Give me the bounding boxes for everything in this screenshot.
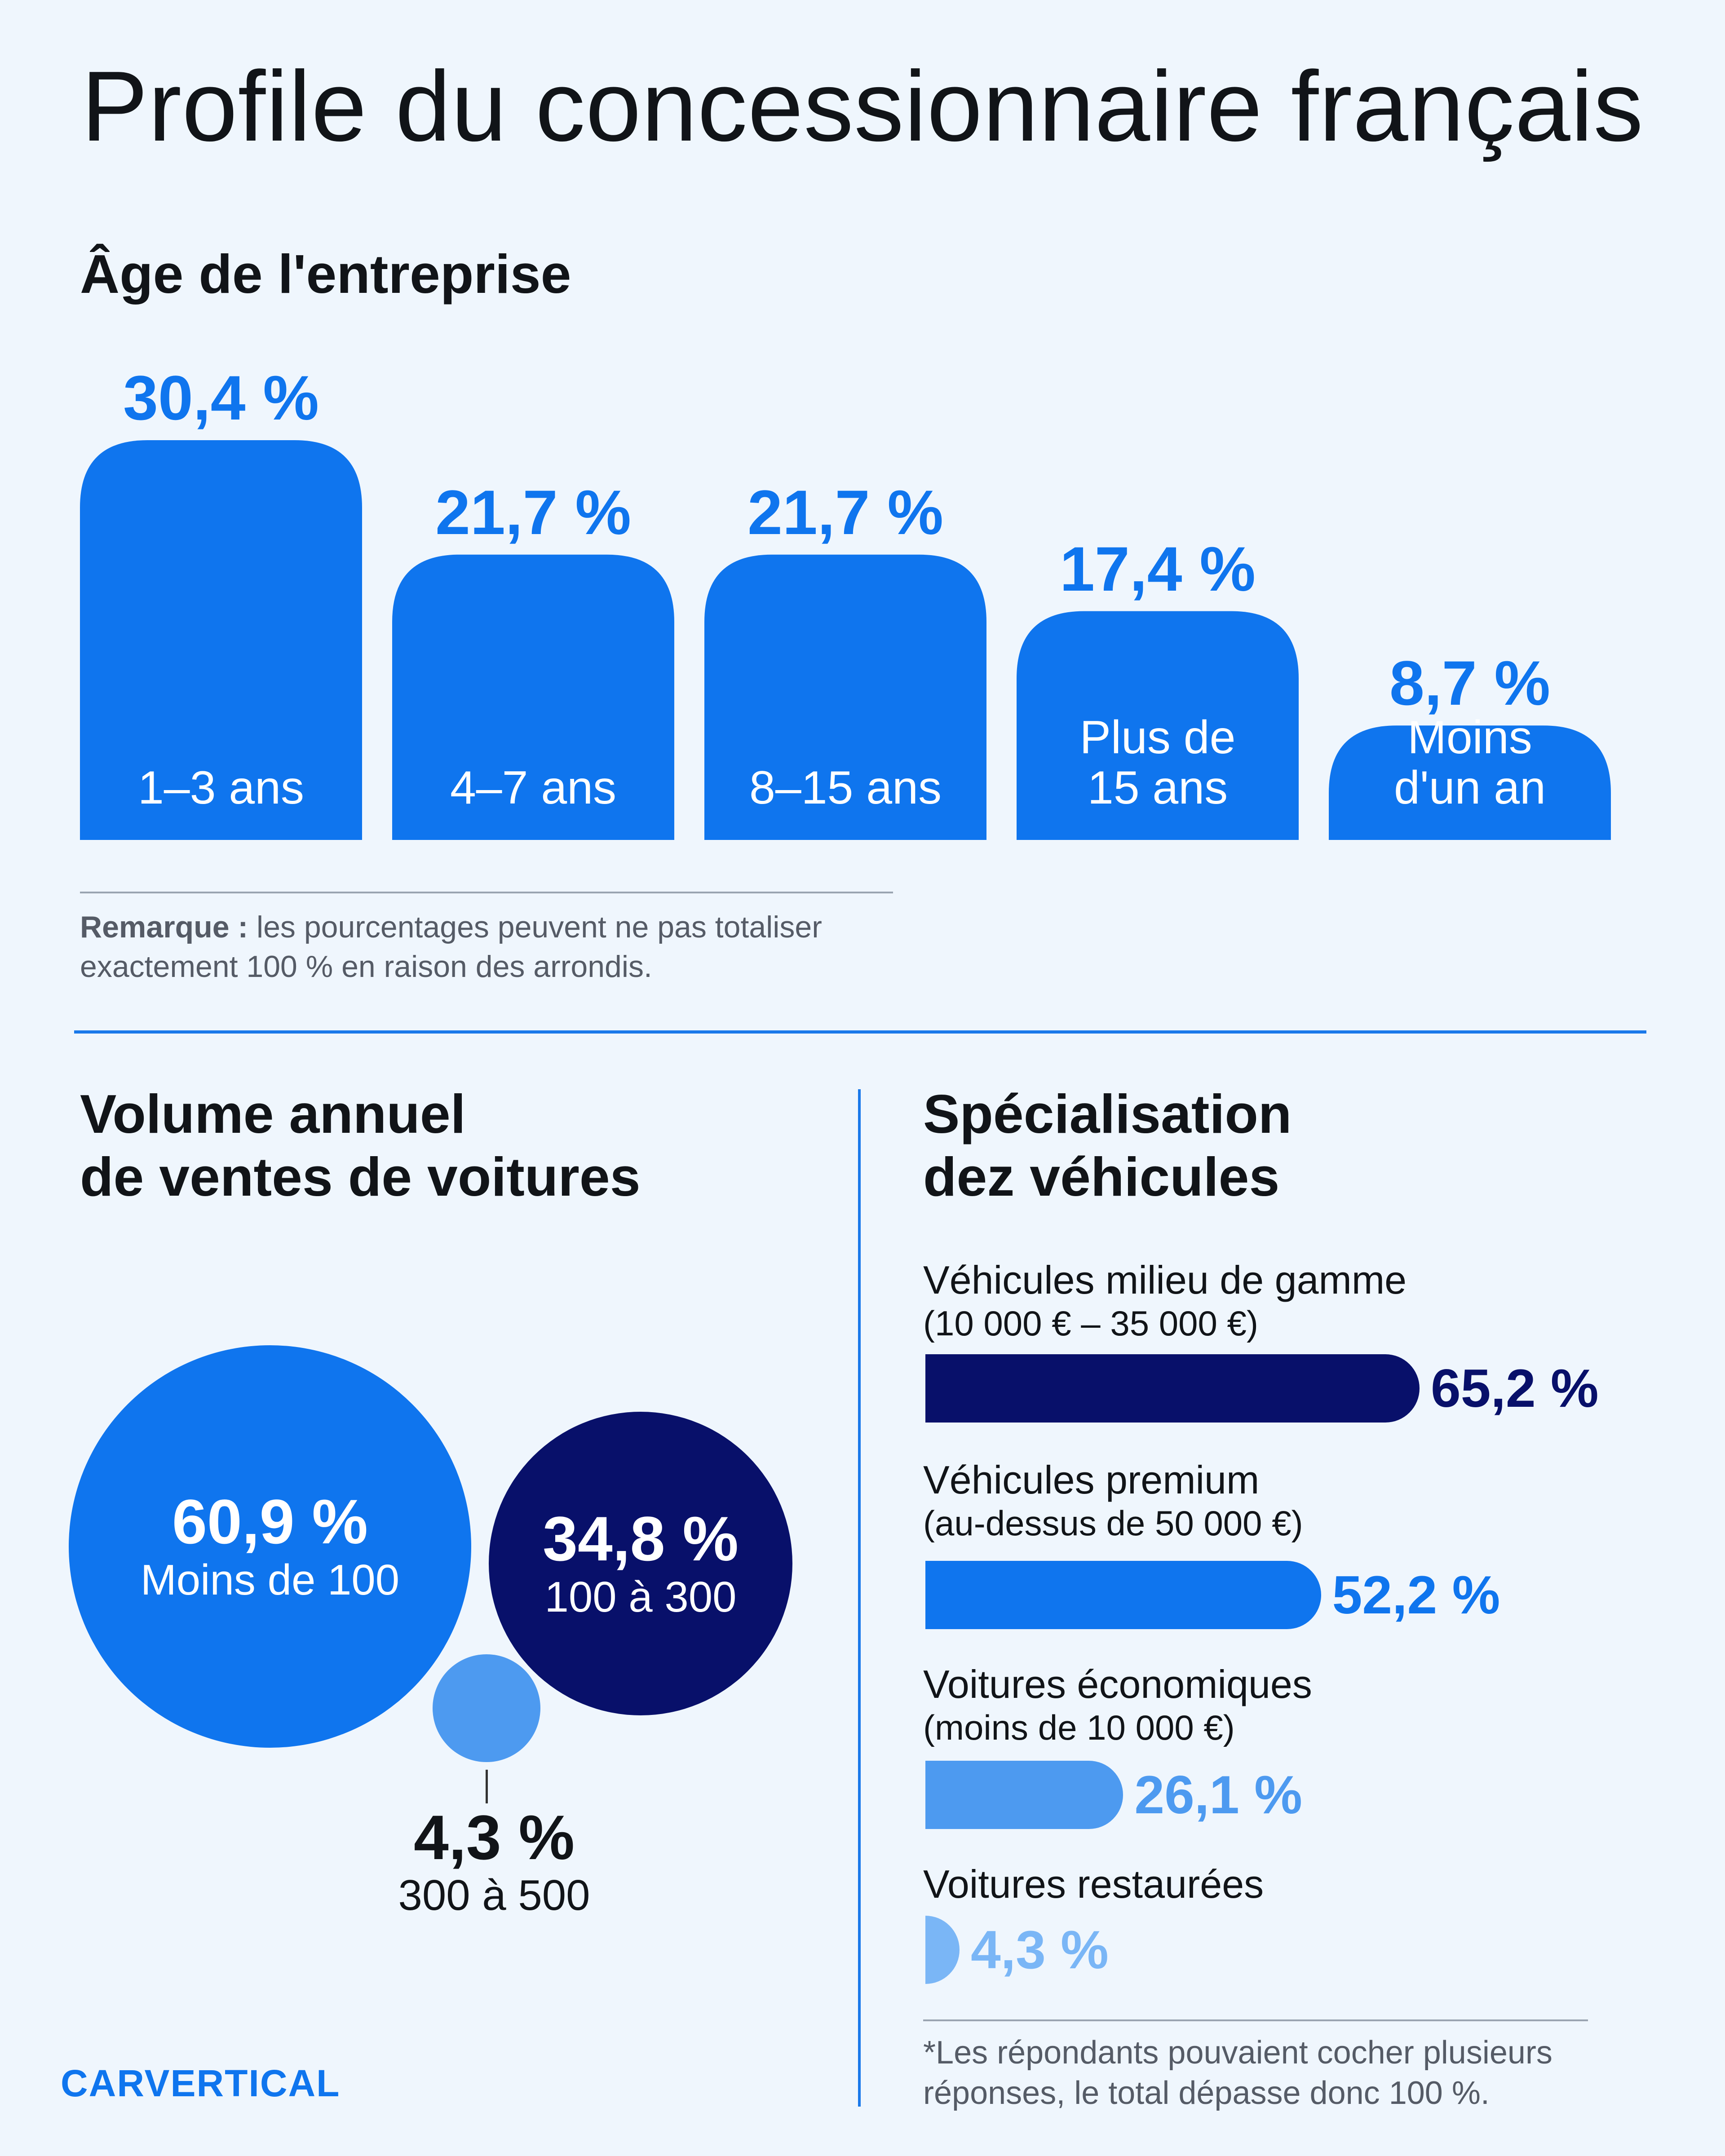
spec-bar-mid-range: [925, 1354, 1420, 1423]
spec-value-premium: 52,2 %: [1332, 1565, 1500, 1625]
section-divider: [74, 1030, 1646, 1034]
spec-name: Véhicules milieu de gamme: [923, 1258, 1407, 1302]
volume-title-line2: de ventes de voitures: [80, 1146, 641, 1207]
age-bar-value: 8,7 %: [1389, 648, 1550, 719]
spec-bar-premium: [925, 1561, 1321, 1629]
volume-bubble-under-100: 60,9 % Moins de 100: [69, 1345, 471, 1748]
spec-section-title: Spécialisation dez véhicules: [923, 1082, 1292, 1208]
spec-name: Véhicules premium: [923, 1458, 1260, 1502]
age-bar-label-line: 15 ans: [1087, 762, 1228, 814]
volume-bubble-300-500: [433, 1654, 540, 1762]
remark-label: Remarque :: [80, 910, 248, 944]
age-bar: [80, 440, 362, 840]
bubble-label-300-500: 300 à 500: [398, 1871, 590, 1919]
spec-bar-restored: [925, 1916, 960, 1984]
age-bar-label-line: Plus de: [1079, 711, 1236, 764]
volume-section-title: Volume annuel de ventes de voitures: [80, 1082, 641, 1208]
age-bar-label-line: 4–7 ans: [450, 762, 617, 814]
spec-name: Voitures restaurées: [923, 1862, 1264, 1906]
remark-divider: [80, 892, 893, 893]
age-bar-label: 4–7 ans: [392, 763, 674, 813]
spec-subtitle: (10 000 € – 35 000 €): [923, 1303, 1258, 1343]
age-bar-label-line: Moins: [1407, 711, 1532, 764]
spec-bar-economy: [925, 1761, 1123, 1829]
age-bar-chart-svg: [80, 440, 1611, 840]
brand-logo: CARVERTICAL: [61, 2062, 341, 2104]
age-bar-label-line: d'un an: [1394, 762, 1546, 814]
age-bar-chart: 30,4 % 1–3 ans 21,7 % 4–7 ans 21,7 % 8–15 ans…: [0, 341, 1725, 844]
spec-item-restored: Voitures restaurées: [923, 1862, 1687, 1907]
age-bar: [1329, 725, 1611, 840]
age-bar-label: Plus de 15 ans: [1017, 712, 1299, 813]
spec-subtitle: (moins de 10 000 €): [923, 1708, 1235, 1747]
age-bar-label-line: 1–3 ans: [137, 762, 305, 814]
remark-text: les pourcentages peuvent ne pas totalise…: [80, 910, 822, 984]
age-bar: [392, 554, 674, 840]
page-title: Profile du concessionnaire français: [81, 51, 1644, 162]
age-bar-value: 21,7 %: [748, 477, 943, 548]
spec-item-premium: Véhicules premium (au-dessus de 50 000 €…: [923, 1458, 1687, 1544]
spec-title-line2: dez véhicules: [923, 1146, 1280, 1207]
spec-item-mid-range: Véhicules milieu de gamme (10 000 € – 35…: [923, 1258, 1687, 1344]
bubble-connector-line: [486, 1770, 488, 1803]
footnote: *Les répondants pouvaient cocher plusieu…: [923, 2035, 1552, 2111]
footnote-divider: [923, 2019, 1588, 2021]
age-bar-label-line: 8–15 ans: [749, 762, 942, 814]
age-section-title: Âge de l'entreprise: [80, 243, 571, 305]
spec-subtitle: (au-dessus de 50 000 €): [923, 1503, 1303, 1543]
age-bar-value: 21,7 %: [435, 477, 631, 548]
age-bar: [704, 554, 986, 840]
volume-title-line1: Volume annuel: [80, 1083, 466, 1144]
bubble-value: 60,9 %: [172, 1486, 368, 1557]
spec-name: Voitures économiques: [923, 1662, 1312, 1706]
bubble-label: Moins de 100: [140, 1556, 400, 1604]
age-bar-value: 17,4 %: [1060, 533, 1256, 604]
age-bar: [1017, 611, 1299, 840]
bubble-value-300-500: 4,3 %: [414, 1802, 575, 1873]
spec-item-economy: Voitures économiques (moins de 10 000 €): [923, 1662, 1687, 1748]
age-bar-label: 1–3 ans: [80, 763, 362, 813]
age-bar-label: 8–15 ans: [704, 763, 986, 813]
bubble-label: 100 à 300: [544, 1573, 737, 1621]
spec-value-mid-range: 65,2 %: [1431, 1358, 1599, 1418]
remark-note: Remarque : les pourcentages peuvent ne p…: [80, 907, 978, 986]
volume-bubble-100-300: 34,8 % 100 à 300: [489, 1412, 792, 1715]
spec-value-restored: 4,3 %: [971, 1920, 1109, 1980]
bubble-value: 34,8 %: [543, 1503, 739, 1574]
spec-title-line1: Spécialisation: [923, 1083, 1292, 1144]
spec-value-economy: 26,1 %: [1134, 1765, 1302, 1825]
age-bar-value: 30,4 %: [123, 362, 319, 433]
column-divider: [858, 1089, 861, 2107]
age-bar-label: Moins d'un an: [1329, 712, 1611, 813]
